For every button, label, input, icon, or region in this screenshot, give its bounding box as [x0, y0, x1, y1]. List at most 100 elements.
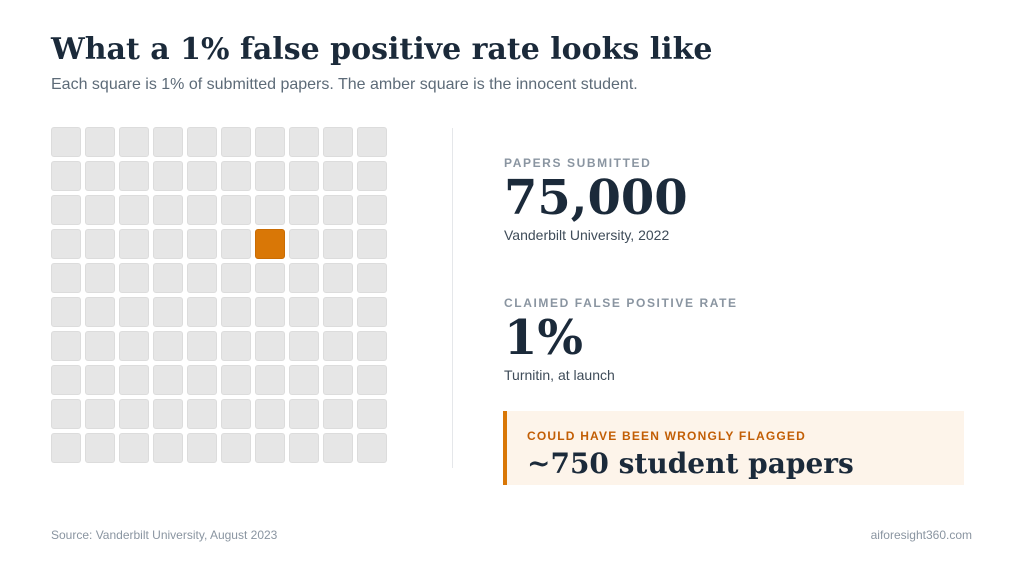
- waffle-cell: [51, 297, 81, 327]
- waffle-cell: [357, 127, 387, 157]
- waffle-cell: [323, 365, 353, 395]
- stat-note: Vanderbilt University, 2022: [504, 227, 670, 243]
- waffle-cell: [119, 195, 149, 225]
- waffle-grid: [51, 127, 389, 465]
- waffle-cell: [153, 331, 183, 361]
- waffle-cell-highlighted: [255, 229, 285, 259]
- waffle-cell: [221, 365, 251, 395]
- stat-papers-submitted: PAPERS SUBMITTED 75,000 Vanderbilt Unive…: [504, 156, 688, 244]
- waffle-cell: [255, 161, 285, 191]
- waffle-cell: [187, 331, 217, 361]
- waffle-cell: [289, 331, 319, 361]
- waffle-cell: [289, 365, 319, 395]
- waffle-cell: [153, 399, 183, 429]
- waffle-cell: [357, 433, 387, 463]
- waffle-cell: [357, 365, 387, 395]
- waffle-cell: [153, 297, 183, 327]
- waffle-cell: [119, 331, 149, 361]
- waffle-cell: [323, 399, 353, 429]
- waffle-cell: [119, 127, 149, 157]
- stat-label: PAPERS SUBMITTED: [504, 156, 652, 170]
- waffle-cell: [85, 229, 115, 259]
- stat-false-positive-rate: CLAIMED FALSE POSITIVE RATE 1% Turnitin,…: [504, 296, 738, 384]
- waffle-cell: [85, 127, 115, 157]
- waffle-cell: [51, 229, 81, 259]
- waffle-cell: [153, 127, 183, 157]
- waffle-cell: [187, 433, 217, 463]
- waffle-cell: [289, 127, 319, 157]
- waffle-cell: [357, 161, 387, 191]
- waffle-cell: [221, 399, 251, 429]
- waffle-cell: [51, 195, 81, 225]
- waffle-cell: [153, 229, 183, 259]
- waffle-cell: [221, 263, 251, 293]
- waffle-cell: [323, 127, 353, 157]
- waffle-cell: [187, 195, 217, 225]
- waffle-cell: [51, 331, 81, 361]
- waffle-cell: [85, 195, 115, 225]
- waffle-cell: [187, 127, 217, 157]
- waffle-cell: [153, 365, 183, 395]
- waffle-cell: [289, 195, 319, 225]
- waffle-cell: [255, 127, 285, 157]
- waffle-cell: [323, 195, 353, 225]
- waffle-cell: [85, 161, 115, 191]
- waffle-cell: [289, 433, 319, 463]
- waffle-cell: [323, 263, 353, 293]
- waffle-cell: [51, 161, 81, 191]
- waffle-cell: [221, 195, 251, 225]
- waffle-cell: [51, 433, 81, 463]
- waffle-cell: [119, 433, 149, 463]
- waffle-cell: [85, 365, 115, 395]
- waffle-cell: [221, 297, 251, 327]
- waffle-cell: [323, 229, 353, 259]
- callout-box: COULD HAVE BEEN WRONGLY FLAGGED ~750 stu…: [503, 411, 964, 485]
- waffle-cell: [255, 297, 285, 327]
- source-note: Source: Vanderbilt University, August 20…: [51, 528, 278, 542]
- callout-label: COULD HAVE BEEN WRONGLY FLAGGED: [527, 429, 806, 443]
- waffle-cell: [85, 297, 115, 327]
- waffle-cell: [289, 399, 319, 429]
- waffle-cell: [221, 331, 251, 361]
- waffle-cell: [51, 127, 81, 157]
- waffle-cell: [153, 433, 183, 463]
- waffle-cell: [221, 433, 251, 463]
- waffle-cell: [255, 263, 285, 293]
- waffle-cell: [119, 161, 149, 191]
- waffle-cell: [255, 399, 285, 429]
- waffle-cell: [255, 195, 285, 225]
- waffle-cell: [323, 161, 353, 191]
- waffle-cell: [323, 297, 353, 327]
- waffle-cell: [119, 399, 149, 429]
- waffle-cell: [187, 297, 217, 327]
- waffle-cell: [357, 297, 387, 327]
- waffle-cell: [255, 433, 285, 463]
- waffle-cell: [187, 229, 217, 259]
- brand-url: aiforesight360.com: [870, 528, 972, 542]
- waffle-cell: [119, 297, 149, 327]
- waffle-cell: [221, 127, 251, 157]
- chart-subtitle: Each square is 1% of submitted papers. T…: [51, 76, 638, 93]
- waffle-cell: [221, 229, 251, 259]
- waffle-cell: [85, 331, 115, 361]
- waffle-cell: [119, 365, 149, 395]
- waffle-cell: [51, 399, 81, 429]
- waffle-cell: [255, 331, 285, 361]
- waffle-cell: [85, 263, 115, 293]
- waffle-cell: [153, 195, 183, 225]
- waffle-cell: [119, 229, 149, 259]
- waffle-cell: [323, 331, 353, 361]
- waffle-cell: [85, 433, 115, 463]
- section-divider: [452, 128, 453, 468]
- waffle-cell: [85, 399, 115, 429]
- waffle-cell: [221, 161, 251, 191]
- waffle-cell: [323, 433, 353, 463]
- waffle-cell: [289, 229, 319, 259]
- waffle-cell: [289, 297, 319, 327]
- waffle-cell: [357, 399, 387, 429]
- waffle-cell: [51, 263, 81, 293]
- waffle-cell: [51, 365, 81, 395]
- waffle-cell: [187, 161, 217, 191]
- waffle-cell: [187, 399, 217, 429]
- stat-value: 1%: [504, 310, 584, 366]
